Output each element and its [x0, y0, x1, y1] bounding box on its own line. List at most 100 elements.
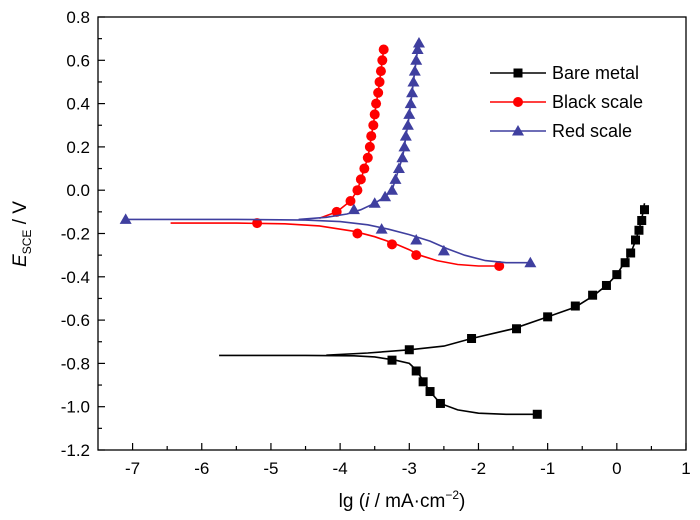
black-scale-point: [345, 196, 356, 207]
x-tick-label: -2: [471, 459, 486, 478]
y-tick-label: 0.4: [66, 95, 90, 114]
y-tick-label: -0.2: [61, 225, 90, 244]
bare-metal-point: [532, 409, 542, 419]
bare-metal-point: [634, 225, 644, 235]
y-tick-label: -1.0: [61, 398, 90, 417]
bare-metal-point: [631, 235, 641, 245]
y-tick-label: 0.2: [66, 138, 90, 157]
bare-metal-point: [601, 280, 611, 290]
red-scale-point: [411, 43, 424, 54]
black-scale-point: [352, 185, 363, 196]
black-scale-point: [377, 55, 388, 66]
bare-metal-point: [425, 387, 435, 397]
series-layer: [119, 36, 649, 419]
bare-metal-point: [418, 377, 428, 387]
y-tick-label: 0.8: [66, 8, 90, 27]
bare-metal-point: [639, 205, 649, 215]
black-scale-point: [331, 206, 342, 217]
x-tick-label: -1: [540, 459, 555, 478]
x-tick-label: 0: [612, 459, 621, 478]
y-tick-label: -0.6: [61, 311, 90, 330]
black-scale-point: [362, 152, 373, 163]
black-scale-point: [373, 87, 384, 98]
red-scale-point: [392, 162, 405, 174]
red-scale-point: [412, 36, 425, 48]
x-tick-label: -3: [402, 459, 417, 478]
red-scale-point: [375, 223, 388, 234]
red-scale-point: [408, 65, 421, 76]
y-tick-label: -0.8: [61, 354, 90, 373]
red-scale-point: [410, 54, 423, 65]
bare-metal-point: [626, 248, 636, 258]
red-scale-point: [406, 86, 419, 98]
bare-metal-point: [387, 355, 397, 365]
black-scale-point: [494, 260, 505, 271]
black-scale-branch-1: [170, 222, 500, 267]
series-red-scale: [119, 36, 537, 268]
red-scale-point: [524, 256, 537, 268]
black-scale-point: [387, 239, 397, 250]
red-scale-point: [401, 119, 414, 130]
black-scale-point: [375, 66, 386, 77]
legend: Bare metal Black scale Red scale: [490, 63, 643, 141]
bare-metal-point: [588, 290, 598, 300]
black-scale-point: [359, 163, 370, 174]
bare-metal-point: [411, 366, 421, 376]
black-scale-point: [355, 174, 366, 185]
bare-metal-point: [637, 216, 647, 226]
bare-metal-point: [620, 258, 630, 268]
legend-marker-bare-metal: [513, 68, 523, 78]
red-scale-point: [389, 173, 402, 184]
y-axis-title: ESCE / V: [10, 201, 34, 267]
bare-metal-point: [435, 398, 445, 408]
bare-metal-point: [404, 345, 414, 355]
black-scale-point: [366, 131, 377, 142]
axes: -7 -6 -5 -4 -3 -2 -1 0 1 -1.2 -1.0 -0.8 -0.6 -0.4 -0.2…: [61, 8, 691, 478]
y-tick-label: 0.6: [66, 51, 90, 70]
legend-label-black-scale: Black scale: [552, 92, 643, 112]
red-scale-point: [437, 244, 450, 256]
series-bare-metal: [219, 203, 649, 419]
legend-marker-red-scale: [512, 125, 524, 136]
black-scale-point: [364, 141, 375, 152]
black-scale-point: [371, 98, 382, 109]
x-tick-label: -6: [194, 459, 209, 478]
red-scale-point: [368, 197, 381, 208]
legend-label-red-scale: Red scale: [552, 121, 632, 141]
bare-metal-branch-1: [219, 354, 538, 416]
bare-metal-point: [512, 324, 522, 334]
series-black-scale: [170, 44, 505, 271]
red-scale-point: [396, 151, 409, 163]
legend-marker-black-scale: [513, 97, 523, 107]
red-scale-point: [399, 130, 412, 141]
y-tick-label: -1.2: [61, 441, 90, 460]
black-scale-point: [368, 120, 379, 131]
black-scale-point: [378, 44, 389, 55]
black-scale-point: [252, 218, 263, 229]
red-scale-branch-1: [125, 218, 531, 264]
black-scale-point: [411, 250, 422, 261]
x-tick-label: 1: [681, 459, 690, 478]
x-axis-title: lg (i / mA·cm−2): [339, 488, 466, 512]
x-tick-label: -7: [125, 459, 140, 478]
red-scale-point: [119, 213, 132, 224]
red-scale-point: [398, 140, 411, 152]
red-scale-point: [410, 233, 423, 245]
red-scale-point: [407, 75, 420, 87]
bare-metal-point: [467, 334, 477, 344]
black-scale-point: [369, 109, 380, 120]
y-tick-label: -0.4: [61, 268, 90, 287]
black-scale-point: [352, 228, 363, 239]
red-scale-point: [347, 203, 360, 215]
bare-metal-point: [570, 301, 580, 311]
black-scale-point: [374, 76, 385, 87]
bare-metal-point: [612, 270, 622, 280]
x-tick-label: -4: [333, 459, 348, 478]
y-tick-label: 0.0: [66, 181, 90, 200]
red-scale-point: [403, 108, 416, 119]
bare-metal-point: [543, 312, 553, 322]
x-tick-label: -5: [263, 459, 278, 478]
legend-label-bare-metal: Bare metal: [552, 63, 639, 83]
